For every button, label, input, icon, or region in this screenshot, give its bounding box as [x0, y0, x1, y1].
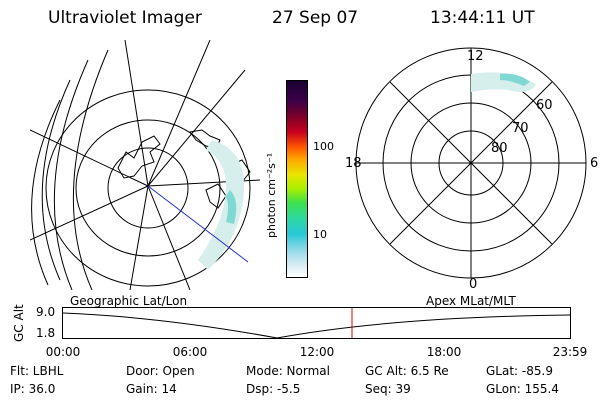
ip-info: IP: 36.0 [10, 382, 56, 396]
mlt-label-0: 0 [469, 277, 477, 292]
gain-info: Gain: 14 [126, 382, 177, 396]
mlt-label-18: 18 [345, 156, 362, 171]
time-tick-3: 18:00 [426, 345, 462, 359]
time-tick-2: 12:00 [299, 345, 335, 359]
colorbar-tick-100: 100 [313, 140, 334, 153]
altitude-min-label: 1.8 [36, 326, 56, 340]
mlat-label-70: 70 [512, 121, 529, 136]
time-label: 13:44:11 UT [430, 8, 535, 28]
mlt-label-12: 12 [467, 49, 484, 64]
altitude-axis-label: GC Alt [12, 304, 26, 342]
latitude-circle [75, 119, 221, 257]
glat-info: GLat: -85.9 [486, 364, 553, 378]
mlt-label-6: 6 [590, 156, 598, 171]
colorbar [286, 80, 308, 278]
aurora-bright-patch [226, 190, 237, 224]
polar-mlt-panel: 12 18 6 0 60 70 80 [345, 47, 598, 292]
glon-info: GLon: 155.4 [486, 382, 559, 396]
door-info: Door: Open [126, 364, 195, 378]
polar-panel-label: Apex MLat/MLT [426, 294, 516, 308]
sun-direction-line [147, 185, 249, 263]
date-label: 27 Sep 07 [272, 8, 359, 28]
latitude-arc [72, 49, 109, 290]
geographic-panel-label: Geographic Lat/Lon [70, 294, 188, 308]
latitude-arc [31, 99, 61, 286]
seq-info: Seq: 39 [365, 382, 411, 396]
gc-alt-info: GC Alt: 6.5 Re [365, 364, 449, 378]
earth-limb [45, 89, 251, 287]
time-tick-1: 06:00 [172, 345, 208, 359]
latitude-arc [41, 79, 71, 281]
latitude-circle [107, 147, 189, 229]
altitude-plot [62, 307, 571, 339]
aurora-polar-bright [500, 73, 530, 86]
latitude-arc [53, 59, 89, 290]
instrument-title: Ultraviolet Imager [48, 8, 202, 28]
mode-info: Mode: Normal [246, 364, 330, 378]
time-tick-4: 23:59 [552, 345, 588, 359]
altitude-max-label: 9.0 [36, 305, 56, 319]
mlat-label-80: 80 [491, 141, 508, 156]
mlat-label-60: 60 [536, 98, 553, 113]
geographic-map-panel [30, 40, 261, 290]
colorbar-unit-label: photon cm⁻²s⁻¹ [265, 152, 278, 238]
colorbar-tick-10: 10 [313, 228, 327, 241]
aurora-oval-geographic [198, 140, 245, 270]
dsp-info: Dsp: -5.5 [246, 382, 301, 396]
time-tick-0: 00:00 [45, 345, 81, 359]
filter-info: Flt: LBHL [10, 364, 64, 378]
